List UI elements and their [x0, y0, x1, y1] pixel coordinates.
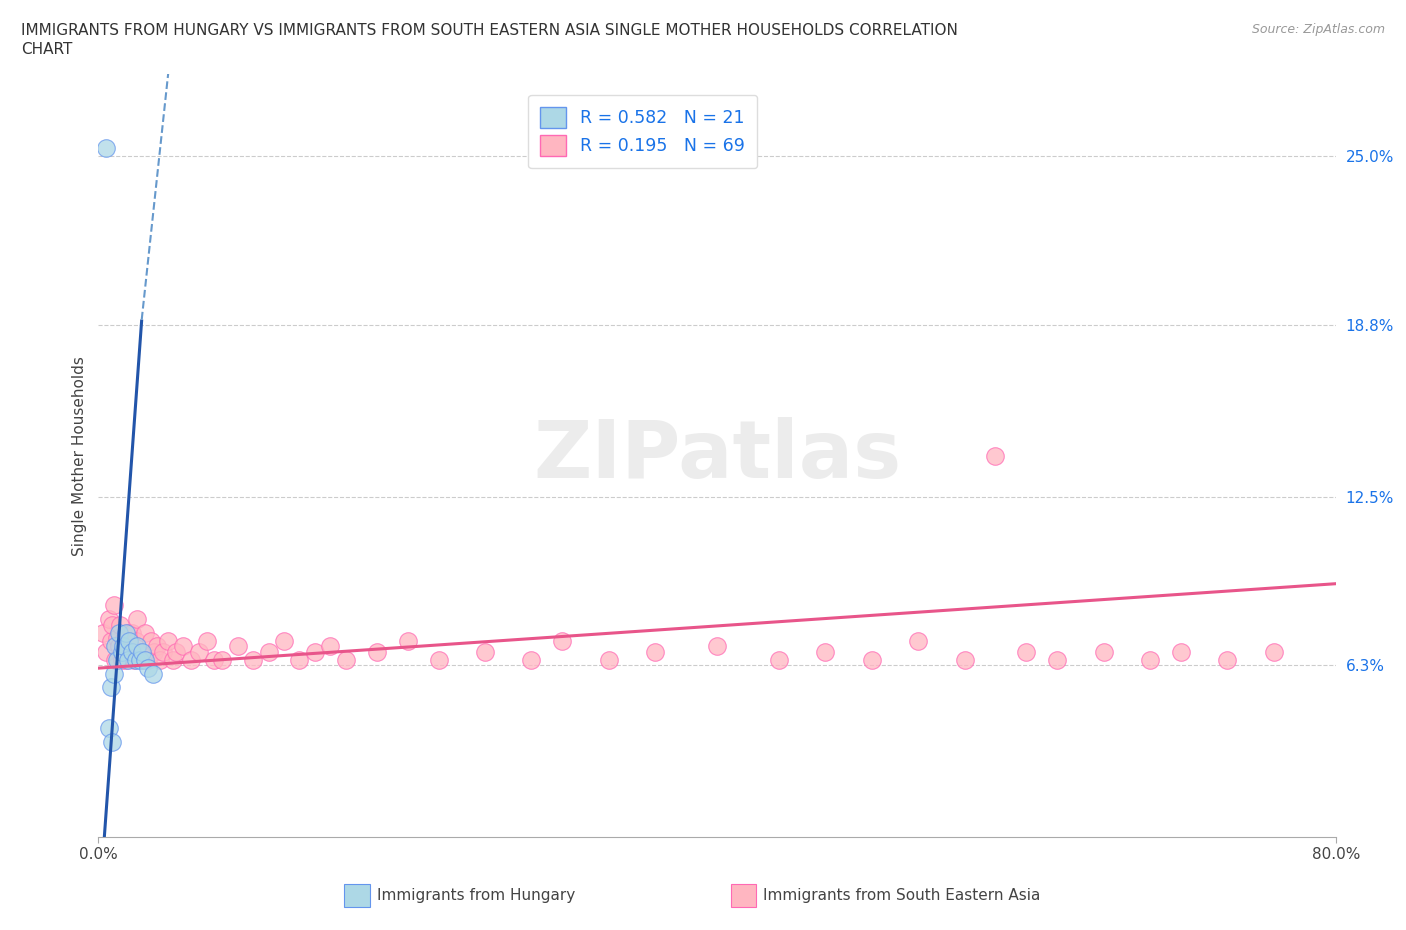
Point [288, 653, 311, 668]
Point [96, 644, 118, 659]
Point [427, 653, 450, 668]
Point [257, 644, 280, 659]
Text: ZIPatlas: ZIPatlas [533, 417, 901, 495]
Point [211, 653, 233, 668]
Point [101, 735, 124, 750]
Point [108, 618, 131, 632]
Point [111, 644, 132, 659]
Point [520, 653, 543, 668]
Point [319, 639, 342, 654]
Point [112, 633, 135, 648]
Point [103, 666, 125, 681]
Point [907, 633, 929, 648]
Text: Source: ZipAtlas.com: Source: ZipAtlas.com [1251, 23, 1385, 36]
Point [127, 639, 149, 654]
Point [188, 644, 211, 659]
Point [117, 653, 139, 668]
Point [114, 644, 136, 659]
Point [103, 598, 125, 613]
Point [180, 653, 202, 668]
Legend: R = 0.582   N = 21, R = 0.195   N = 69: R = 0.582 N = 21, R = 0.195 N = 69 [529, 95, 758, 168]
Point [112, 639, 135, 654]
Point [304, 644, 326, 659]
Point [107, 639, 129, 654]
Point [122, 653, 145, 668]
Point [105, 653, 128, 668]
Point [226, 639, 249, 654]
Point [107, 625, 129, 640]
Y-axis label: Single Mother Households: Single Mother Households [72, 356, 87, 555]
Point [172, 639, 194, 654]
Point [204, 653, 226, 668]
Point [474, 644, 496, 659]
Point [551, 633, 574, 648]
Text: Immigrants from South Eastern Asia: Immigrants from South Eastern Asia [763, 888, 1040, 903]
Point [134, 625, 156, 640]
Point [131, 644, 153, 659]
Text: CHART: CHART [21, 42, 73, 57]
Point [118, 639, 141, 654]
Point [139, 633, 162, 648]
Point [91, 625, 114, 640]
Point [136, 653, 159, 668]
Text: Immigrants from Hungary: Immigrants from Hungary [377, 888, 575, 903]
Point [121, 625, 143, 640]
Point [953, 653, 976, 668]
Point [195, 633, 218, 648]
Point [118, 633, 141, 648]
Point [768, 653, 790, 668]
Point [396, 633, 419, 648]
Point [120, 644, 142, 659]
Point [117, 625, 139, 640]
Point [644, 644, 666, 659]
Point [124, 653, 146, 668]
Point [115, 625, 138, 640]
Point [146, 639, 169, 654]
Point [814, 644, 837, 659]
Point [98, 612, 121, 627]
Point [136, 660, 159, 675]
Point [984, 448, 1007, 463]
Point [149, 653, 172, 668]
Point [1170, 644, 1192, 659]
Point [127, 612, 149, 627]
Point [242, 653, 264, 668]
Point [1015, 644, 1038, 659]
Point [141, 666, 165, 681]
Point [598, 653, 620, 668]
Point [101, 618, 124, 632]
Point [273, 633, 295, 648]
Point [104, 639, 127, 654]
Point [860, 653, 883, 668]
Point [100, 680, 122, 695]
Point [98, 721, 121, 736]
Point [121, 644, 143, 659]
Point [335, 653, 357, 668]
Point [1092, 644, 1115, 659]
Point [105, 631, 128, 645]
Point [165, 644, 187, 659]
Point [1263, 644, 1285, 659]
Point [157, 633, 180, 648]
Point [162, 653, 184, 668]
Point [115, 653, 138, 668]
Point [152, 644, 174, 659]
Point [131, 653, 153, 668]
Point [100, 633, 122, 648]
Point [111, 653, 132, 668]
Point [366, 644, 388, 659]
Point [706, 639, 728, 654]
Text: IMMIGRANTS FROM HUNGARY VS IMMIGRANTS FROM SOUTH EASTERN ASIA SINGLE MOTHER HOUS: IMMIGRANTS FROM HUNGARY VS IMMIGRANTS FR… [21, 23, 957, 38]
Point [129, 644, 152, 659]
Point [124, 633, 146, 648]
Point [1216, 653, 1239, 668]
Point [1046, 653, 1069, 668]
Point [96, 140, 118, 155]
Point [134, 653, 156, 668]
Point [143, 644, 166, 659]
Point [104, 653, 127, 668]
Point [129, 653, 152, 668]
Point [1139, 653, 1161, 668]
